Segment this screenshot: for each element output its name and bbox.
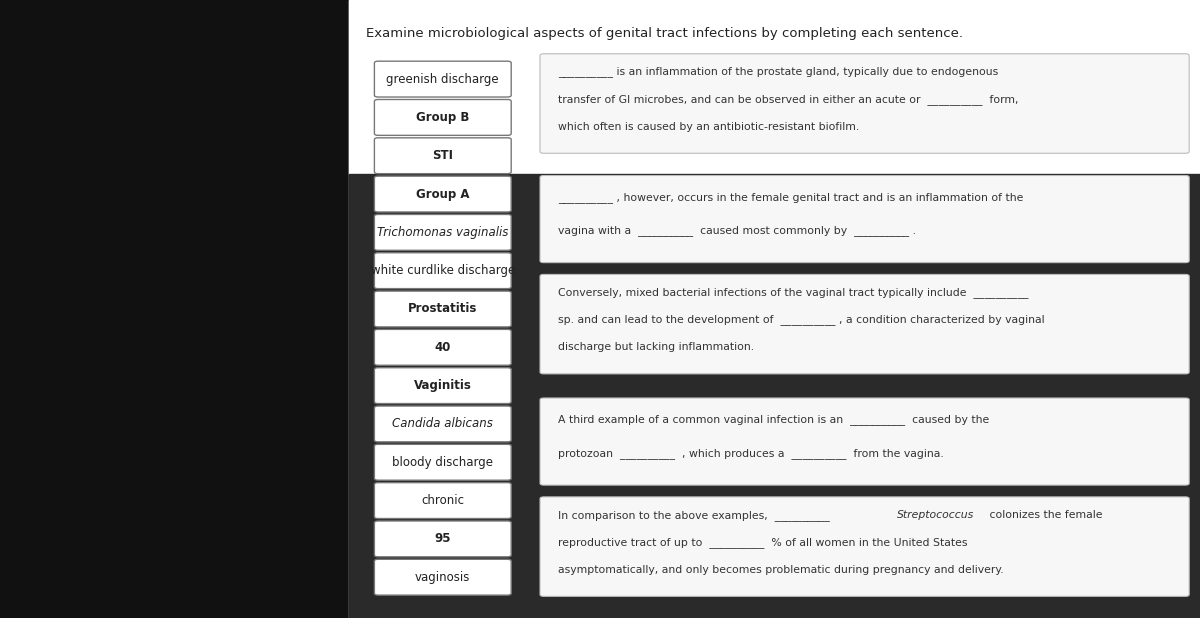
Text: Candida albicans: Candida albicans bbox=[392, 417, 493, 431]
Bar bbox=[0, 0, 349, 618]
FancyBboxPatch shape bbox=[540, 398, 1189, 485]
Text: Trichomonas vaginalis: Trichomonas vaginalis bbox=[377, 226, 509, 239]
Text: A third example of a common vaginal infection is an  __________  caused by the: A third example of a common vaginal infe… bbox=[558, 415, 989, 425]
Bar bbox=[349, 0, 1200, 174]
FancyBboxPatch shape bbox=[374, 444, 511, 480]
Text: Conversely, mixed bacterial infections of the vaginal tract typically include  _: Conversely, mixed bacterial infections o… bbox=[558, 287, 1028, 298]
Text: bloody discharge: bloody discharge bbox=[392, 455, 493, 469]
Text: 40: 40 bbox=[434, 341, 451, 354]
Text: Streptococcus: Streptococcus bbox=[898, 510, 974, 520]
Text: transfer of GI microbes, and can be observed in either an acute or  __________  : transfer of GI microbes, and can be obse… bbox=[558, 94, 1019, 105]
FancyBboxPatch shape bbox=[540, 176, 1189, 263]
Text: discharge but lacking inflammation.: discharge but lacking inflammation. bbox=[558, 342, 754, 352]
FancyBboxPatch shape bbox=[540, 54, 1189, 153]
Text: chronic: chronic bbox=[421, 494, 464, 507]
Text: Prostatitis: Prostatitis bbox=[408, 302, 478, 316]
Text: __________ , however, occurs in the female genital tract and is an inflammation : __________ , however, occurs in the fema… bbox=[558, 192, 1024, 203]
FancyBboxPatch shape bbox=[374, 329, 511, 365]
Text: white curdlike discharge: white curdlike discharge bbox=[371, 264, 515, 277]
FancyBboxPatch shape bbox=[374, 406, 511, 442]
FancyBboxPatch shape bbox=[374, 483, 511, 519]
FancyBboxPatch shape bbox=[374, 138, 511, 174]
Text: greenish discharge: greenish discharge bbox=[386, 72, 499, 86]
Text: vaginosis: vaginosis bbox=[415, 570, 470, 584]
Text: vagina with a  __________  caused most commonly by  __________ .: vagina with a __________ caused most com… bbox=[558, 226, 916, 236]
FancyBboxPatch shape bbox=[374, 176, 511, 212]
FancyBboxPatch shape bbox=[374, 253, 511, 289]
FancyBboxPatch shape bbox=[374, 99, 511, 135]
Text: protozoan  __________  , which produces a  __________  from the vagina.: protozoan __________ , which produces a … bbox=[558, 448, 943, 459]
Text: __________ is an inflammation of the prostate gland, typically due to endogenous: __________ is an inflammation of the pro… bbox=[558, 67, 998, 77]
Text: sp. and can lead to the development of  __________ , a condition characterized b: sp. and can lead to the development of _… bbox=[558, 315, 1045, 326]
FancyBboxPatch shape bbox=[374, 521, 511, 557]
Text: Examine microbiological aspects of genital tract infections by completing each s: Examine microbiological aspects of genit… bbox=[366, 27, 964, 41]
Bar bbox=[349, 174, 1200, 618]
FancyBboxPatch shape bbox=[374, 559, 511, 595]
FancyBboxPatch shape bbox=[540, 274, 1189, 374]
Text: reproductive tract of up to  __________  % of all women in the United States: reproductive tract of up to __________ %… bbox=[558, 537, 967, 548]
Text: Group A: Group A bbox=[416, 187, 469, 201]
FancyBboxPatch shape bbox=[374, 214, 511, 250]
Text: Group B: Group B bbox=[416, 111, 469, 124]
FancyBboxPatch shape bbox=[540, 497, 1189, 596]
Bar bbox=[349, 0, 1200, 618]
Text: colonizes the female: colonizes the female bbox=[985, 510, 1102, 520]
FancyBboxPatch shape bbox=[374, 61, 511, 97]
FancyBboxPatch shape bbox=[374, 368, 511, 404]
Text: In comparison to the above examples,  __________: In comparison to the above examples, ___… bbox=[558, 510, 836, 520]
Text: which often is caused by an antibiotic-resistant biofilm.: which often is caused by an antibiotic-r… bbox=[558, 122, 859, 132]
Text: STI: STI bbox=[432, 149, 454, 163]
FancyBboxPatch shape bbox=[374, 291, 511, 327]
Text: Vaginitis: Vaginitis bbox=[414, 379, 472, 392]
Text: asymptomatically, and only becomes problematic during pregnancy and delivery.: asymptomatically, and only becomes probl… bbox=[558, 565, 1003, 575]
Text: 95: 95 bbox=[434, 532, 451, 546]
